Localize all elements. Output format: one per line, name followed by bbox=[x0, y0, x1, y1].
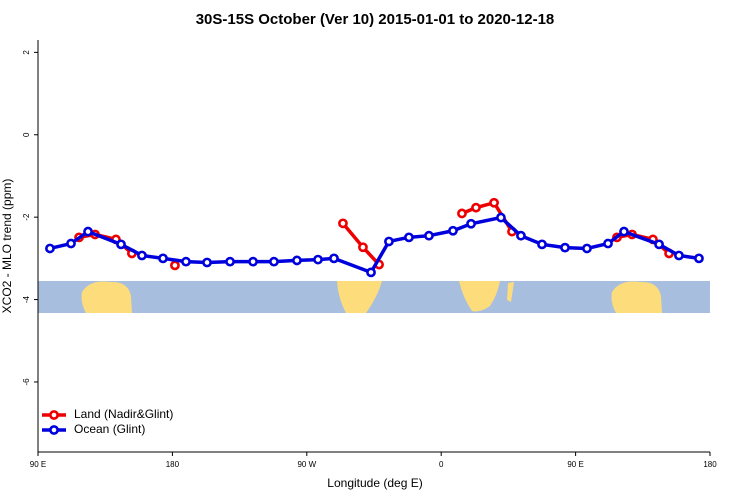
point bbox=[83, 226, 93, 237]
point bbox=[181, 256, 191, 267]
point bbox=[366, 267, 376, 278]
x-tick-label: 180 bbox=[703, 460, 717, 469]
x-tick-label: 90 E bbox=[30, 460, 46, 469]
point bbox=[292, 255, 302, 266]
point bbox=[137, 250, 147, 261]
x-tick-label: 0 bbox=[439, 460, 444, 469]
legend-marker bbox=[49, 410, 59, 420]
point bbox=[404, 232, 414, 243]
point bbox=[269, 256, 279, 267]
y-tick-label: -6 bbox=[22, 378, 31, 386]
legend-label: Ocean (Glint) bbox=[74, 422, 145, 436]
legend-label: Land (Nadir&Glint) bbox=[74, 407, 173, 421]
point bbox=[384, 236, 394, 247]
y-tick-label: -4 bbox=[22, 295, 31, 303]
point bbox=[248, 256, 258, 267]
point bbox=[537, 239, 547, 250]
point bbox=[694, 253, 704, 264]
point bbox=[582, 243, 592, 254]
point bbox=[225, 256, 235, 267]
x-tick-label: 90 E bbox=[567, 460, 583, 469]
point bbox=[560, 242, 570, 253]
point bbox=[516, 230, 526, 241]
point bbox=[45, 243, 55, 254]
point bbox=[619, 226, 629, 237]
point bbox=[496, 212, 506, 223]
point bbox=[338, 218, 348, 229]
point bbox=[489, 197, 499, 208]
point bbox=[170, 260, 180, 271]
y-tick-label: 2 bbox=[22, 50, 31, 55]
point bbox=[674, 250, 684, 261]
y-axis-label: XCO2 - MLO trend (ppm) bbox=[0, 179, 14, 314]
point bbox=[358, 242, 368, 253]
point bbox=[471, 202, 481, 213]
x-axis-label: Longitude (deg E) bbox=[327, 476, 422, 490]
point bbox=[66, 238, 76, 249]
series-line bbox=[49, 215, 700, 275]
point bbox=[329, 253, 339, 264]
x-tick-label: 90 W bbox=[297, 460, 316, 469]
legend-marker bbox=[49, 425, 59, 435]
point bbox=[654, 239, 664, 250]
point bbox=[313, 254, 323, 265]
point bbox=[202, 257, 212, 268]
point bbox=[457, 208, 467, 219]
chart-title: 30S-15S October (Ver 10) 2015-01-01 to 2… bbox=[196, 11, 555, 28]
y-tick-label: 0 bbox=[22, 132, 31, 137]
point bbox=[158, 253, 168, 264]
x-tick-label: 180 bbox=[166, 460, 180, 469]
y-tick-label: -2 bbox=[22, 213, 31, 221]
point bbox=[116, 239, 126, 250]
point bbox=[448, 225, 458, 236]
point bbox=[603, 238, 613, 249]
point bbox=[424, 230, 434, 241]
point bbox=[466, 218, 476, 229]
map-strip bbox=[38, 281, 710, 313]
